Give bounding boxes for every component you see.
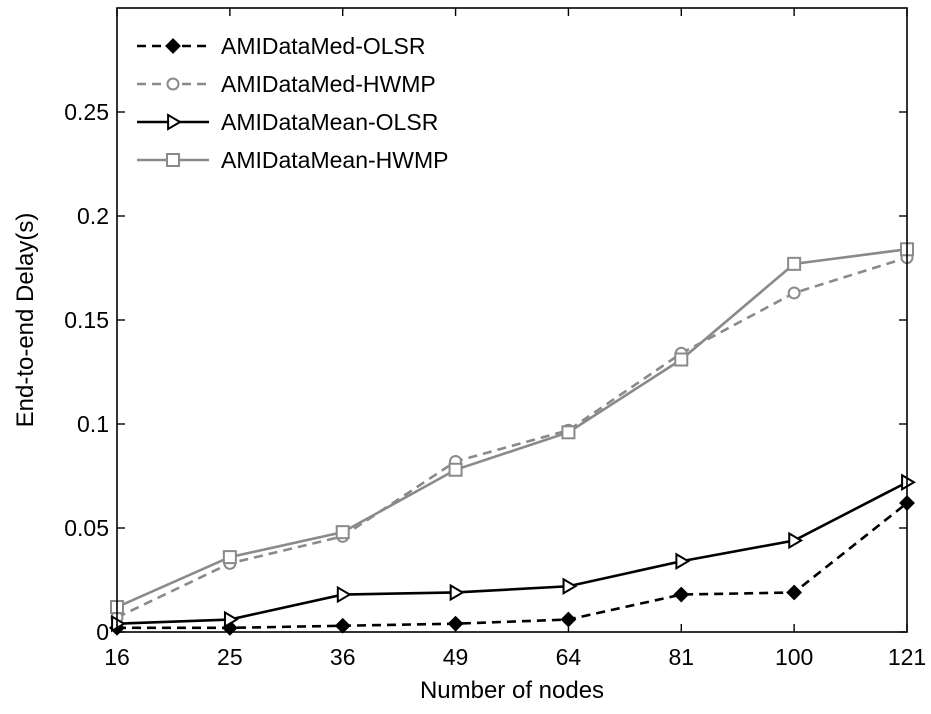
legend-entry: AMIDataMean-HWMP: [137, 147, 448, 173]
legend-label: AMIDataMean-HWMP: [221, 147, 448, 173]
legend-marker: [166, 77, 180, 91]
series-AMIDataMean-HWMP: [110, 242, 914, 615]
data-point: [222, 550, 237, 565]
x-tick-label: 49: [443, 644, 469, 670]
data-point: [786, 584, 803, 601]
data-point: [335, 525, 350, 540]
data-point: [561, 425, 576, 440]
legend-entry: AMIDataMean-OLSR: [137, 109, 438, 135]
x-tick-label: 16: [104, 644, 130, 670]
axis-ticks: 16 25 36 49 64 81 100 121 0 0.05 0.1 0.15 0.2 0.25: [64, 8, 926, 670]
legend-marker: [165, 38, 181, 54]
data-point: [787, 256, 802, 271]
y-tick-label: 0.15: [64, 307, 109, 333]
data-point: [223, 610, 239, 629]
chart-marks: [109, 242, 916, 636]
y-tick-label: 0: [96, 619, 109, 645]
series-line: [116, 247, 908, 609]
data-point: [787, 286, 801, 300]
data-point: [448, 462, 463, 477]
series-AMIDataMed-HWMP: [110, 251, 914, 624]
x-tick-label: 121: [888, 644, 926, 670]
legend-label: AMIDataMed-HWMP: [221, 71, 436, 97]
x-tick-label: 81: [668, 644, 694, 670]
legend-label: AMIDataMean-OLSR: [221, 109, 438, 135]
x-tick-label: 36: [330, 644, 356, 670]
legend-entry: AMIDataMed-OLSR: [137, 33, 426, 59]
legend-marker: [167, 113, 182, 131]
series-line: [116, 256, 908, 619]
legend-label: AMIDataMed-OLSR: [221, 33, 426, 59]
data-point: [674, 352, 689, 367]
y-tick-label: 0.25: [64, 99, 109, 125]
series-line: [116, 481, 908, 625]
x-tick-label: 25: [217, 644, 243, 670]
y-tick-label: 0.1: [77, 411, 109, 437]
data-point: [788, 531, 804, 550]
x-tick-label: 100: [775, 644, 813, 670]
legend-marker: [166, 153, 180, 167]
y-axis-label: End-to-end Delay(s): [12, 213, 39, 428]
data-point: [562, 577, 578, 595]
series-AMIDataMean-OLSR: [111, 473, 916, 633]
x-tick-label: 64: [556, 644, 582, 670]
data-point: [111, 614, 126, 633]
legend-entry: AMIDataMed-HWMP: [137, 71, 436, 97]
legend: AMIDataMed-OLSR AMIDataMed-HWMP AMIDataMea…: [130, 20, 510, 180]
x-axis-label: Number of nodes: [420, 677, 604, 704]
legend-box: [130, 20, 510, 180]
y-tick-label: 0.05: [64, 515, 109, 541]
series-line: [117, 502, 908, 630]
data-point: [449, 583, 465, 602]
data-point: [901, 473, 916, 491]
data-point: [675, 552, 691, 571]
data-point: [673, 586, 690, 603]
data-point: [336, 585, 352, 604]
y-tick-label: 0.2: [77, 203, 109, 229]
